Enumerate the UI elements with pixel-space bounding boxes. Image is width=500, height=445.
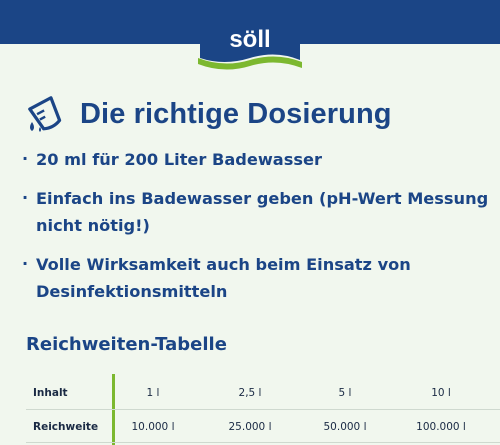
- table-cell: 10 l: [431, 387, 451, 399]
- list-item-text: Volle Wirksamkeit auch beim Einsatz von …: [36, 255, 411, 301]
- row-label-reichweite: Reichweite: [33, 421, 99, 433]
- table-cell: 100.000 l: [416, 421, 466, 433]
- table-cell: 10.000 l: [131, 421, 175, 433]
- list-item: · Volle Wirksamkeit auch beim Einsatz vo…: [22, 251, 492, 305]
- row-divider: [26, 409, 500, 410]
- logo-text: söll: [229, 26, 270, 53]
- brand-logo: söll: [196, 14, 304, 72]
- feature-list: · 20 ml für 200 Liter Badewasser · Einfa…: [22, 146, 492, 317]
- table-title: Reichweiten-Tabelle: [26, 334, 227, 355]
- row-label-inhalt: Inhalt: [33, 387, 68, 399]
- list-item-text: Einfach ins Badewasser geben (pH-Wert Me…: [36, 189, 489, 235]
- section-heading: Die richtige Dosierung: [26, 94, 392, 134]
- list-item: · Einfach ins Badewasser geben (pH-Wert …: [22, 185, 492, 239]
- dosing-cup-pour-icon: [28, 96, 62, 132]
- bullet-marker: ·: [22, 188, 29, 207]
- table-cell: 5 l: [338, 387, 352, 399]
- range-table: Inhalt 1 l 2,5 l 5 l 10 l Reichweite 10.…: [0, 374, 500, 445]
- row-divider: [26, 442, 500, 443]
- list-item-text: 20 ml für 200 Liter Badewasser: [36, 150, 322, 169]
- bullet-marker: ·: [22, 149, 29, 168]
- page-title: Die richtige Dosierung: [80, 97, 392, 130]
- list-item: · 20 ml für 200 Liter Badewasser: [22, 146, 492, 173]
- bullet-marker: ·: [22, 254, 29, 273]
- table-cell: 2,5 l: [238, 387, 262, 399]
- table-cell: 50.000 l: [323, 421, 367, 433]
- table-cell: 25.000 l: [228, 421, 272, 433]
- soell-logo-icon: söll: [198, 16, 302, 70]
- table-cell: 1 l: [146, 387, 160, 399]
